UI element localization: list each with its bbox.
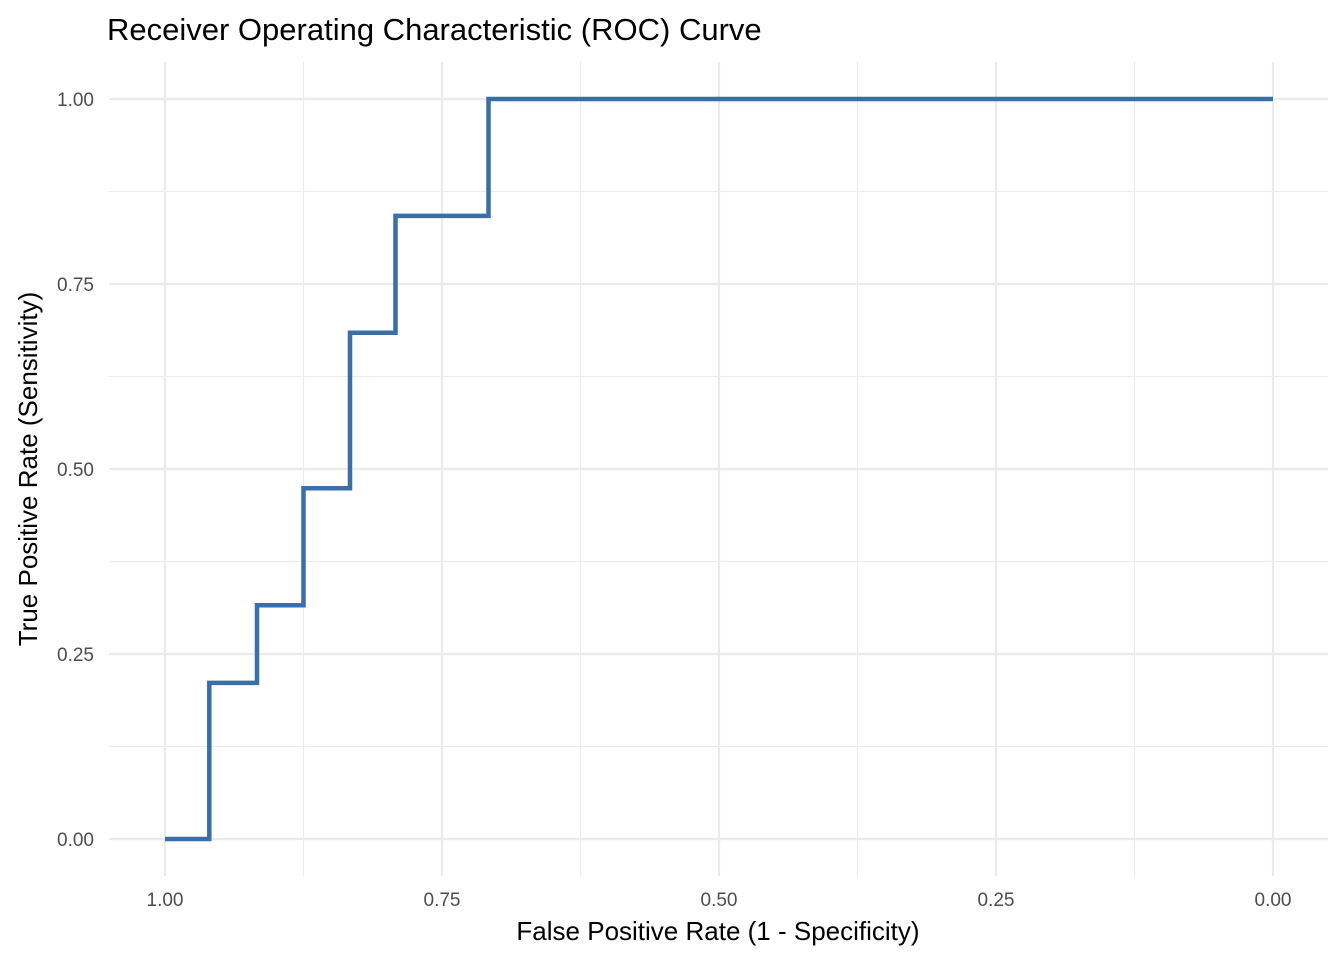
x-tick-label: 0.75 xyxy=(424,890,461,911)
y-tick-label: 0.00 xyxy=(57,830,94,851)
y-tick-label: 0.25 xyxy=(57,645,94,666)
tick-labels: 1.00 0.75 0.50 0.25 0.00 0.00 0.25 0.50 0.75 1.00 xyxy=(57,90,1291,911)
y-tick-label: 1.00 xyxy=(57,90,94,111)
line-layer xyxy=(165,96,1273,842)
x-axis-title: False Positive Rate (1 - Specificity) xyxy=(516,916,919,946)
x-tick-label: 1.00 xyxy=(147,890,184,911)
y-tick-label: 0.75 xyxy=(57,275,94,296)
roc-curve-line xyxy=(165,96,1273,842)
grid-layer xyxy=(109,62,1328,876)
x-tick-label: 0.00 xyxy=(1255,890,1292,911)
y-axis-title: True Positive Rate (Sensitivity) xyxy=(13,292,43,646)
chart-title: Receiver Operating Characteristic (ROC) … xyxy=(107,12,762,47)
x-tick-label: 0.25 xyxy=(978,890,1015,911)
x-tick-label: 0.50 xyxy=(701,890,738,911)
y-tick-label: 0.50 xyxy=(57,460,94,481)
